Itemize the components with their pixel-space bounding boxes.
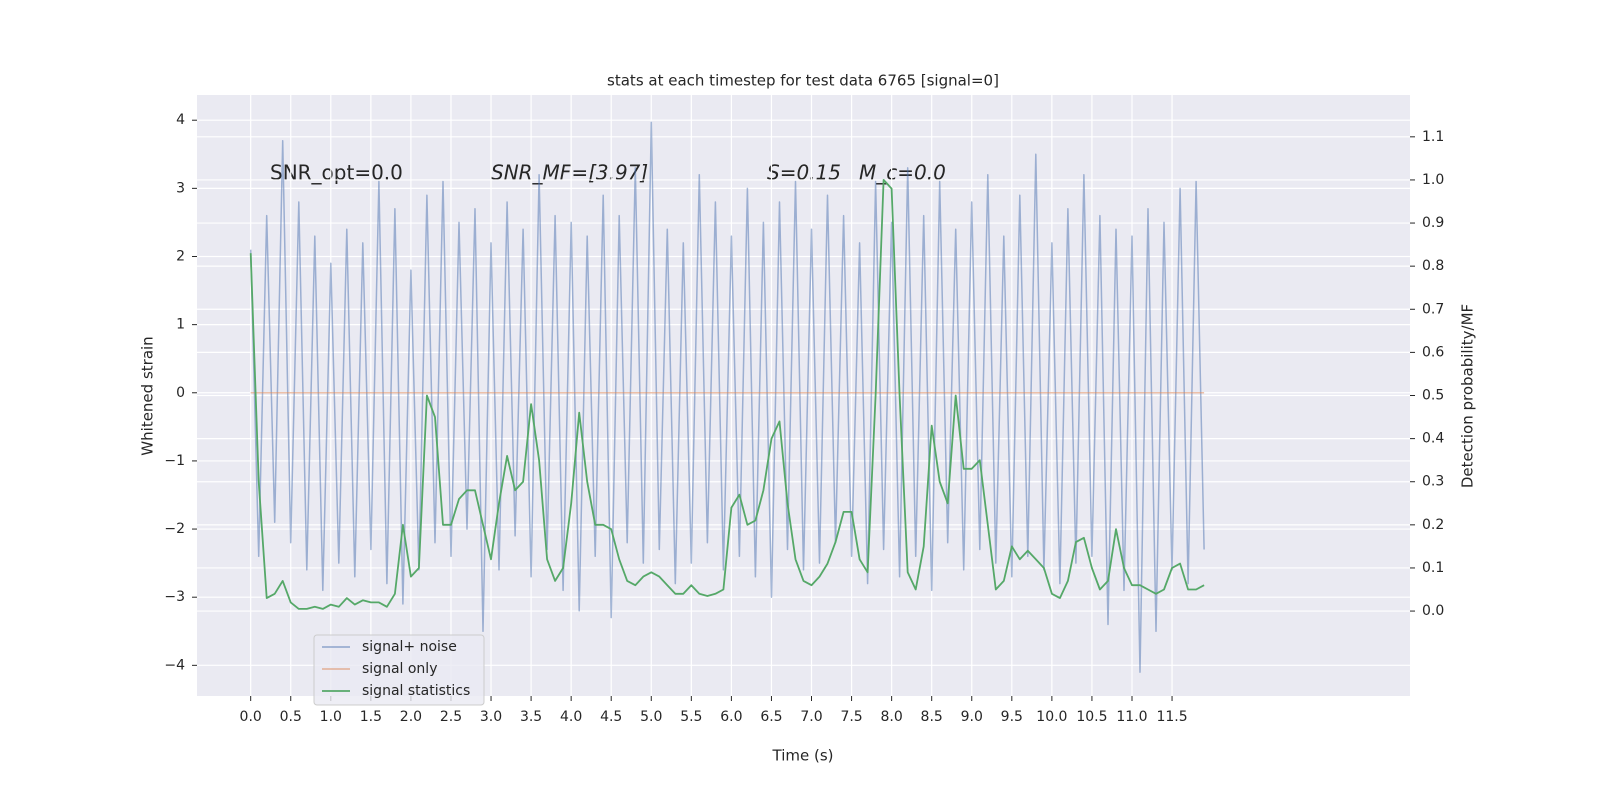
y-tick-label: 4 — [176, 112, 185, 128]
chart-title: stats at each timestep for test data 676… — [607, 72, 999, 90]
x-tick-label: 11.5 — [1156, 709, 1187, 725]
x-tick-label: 1.0 — [320, 709, 342, 725]
x-tick-label: 10.0 — [1036, 709, 1067, 725]
x-tick-label: 1.5 — [360, 709, 382, 725]
x-axis-label: Time (s) — [772, 747, 834, 765]
annotation: M_c=0.0 — [859, 161, 946, 185]
y2-tick-label: 0.5 — [1422, 388, 1444, 404]
x-tick-label: 6.5 — [760, 709, 782, 725]
x-tick-label: 0.0 — [240, 709, 262, 725]
x-tick-label: 9.0 — [961, 709, 983, 725]
y-tick-label: −2 — [164, 521, 185, 537]
y2-axis-label: Detection probability/MF — [1459, 304, 1477, 488]
legend-label: signal+ noise — [362, 639, 457, 655]
series-line — [249, 121, 1205, 673]
y2-tick-label: 0.7 — [1422, 301, 1444, 317]
x-tick-label: 2.0 — [400, 709, 422, 725]
legend-label: signal only — [362, 661, 437, 677]
legend-box — [313, 634, 485, 706]
y2-tick-label: 0.1 — [1422, 560, 1444, 576]
y-tick-label: 1 — [176, 317, 185, 333]
series-line — [249, 179, 1205, 610]
y2-tick-label: 0.8 — [1422, 258, 1444, 274]
x-tick-label: 7.5 — [840, 709, 862, 725]
y2-tick-label: 0.0 — [1422, 603, 1444, 619]
y-tick-label: −4 — [164, 657, 185, 673]
legend-label: signal statistics — [362, 683, 470, 699]
x-tick-label: 5.0 — [640, 709, 662, 725]
x-tick-label: 9.5 — [1001, 709, 1023, 725]
y-axis-label: Whitened strain — [139, 336, 157, 455]
y2-tick-label: 0.3 — [1422, 474, 1444, 490]
y-tick-label: −1 — [164, 453, 185, 469]
y-tick-label: −3 — [164, 589, 185, 605]
x-tick-label: 10.5 — [1076, 709, 1107, 725]
annotation: S=0.15 — [767, 161, 841, 185]
lines — [249, 121, 1205, 673]
y-tick-label: 3 — [176, 180, 185, 196]
x-tick-label: 11.0 — [1116, 709, 1147, 725]
grid — [192, 95, 1415, 701]
y-tick-label: 2 — [176, 248, 185, 264]
x-tick-label: 5.5 — [680, 709, 702, 725]
y-tick-label: 0 — [176, 385, 185, 401]
annotation: SNR_MF=[3.97] — [491, 161, 648, 185]
x-tick-label: 8.0 — [880, 709, 902, 725]
x-tick-label: 0.5 — [280, 709, 302, 725]
x-tick-label: 8.5 — [921, 709, 943, 725]
x-tick-label: 2.5 — [440, 709, 462, 725]
x-tick-label: 3.0 — [480, 709, 502, 725]
y2-tick-label: 0.6 — [1422, 344, 1444, 360]
y2-tick-label: 0.9 — [1422, 215, 1444, 231]
y2-tick-label: 1.1 — [1422, 129, 1444, 145]
y2-tick-label: 0.2 — [1422, 517, 1444, 533]
y2-tick-label: 1.0 — [1422, 172, 1444, 188]
x-tick-label: 6.0 — [720, 709, 742, 725]
x-tick-label: 7.0 — [800, 709, 822, 725]
y2-tick-label: 0.4 — [1422, 431, 1444, 447]
x-tick-label: 4.0 — [560, 709, 582, 725]
x-tick-label: 4.5 — [600, 709, 622, 725]
legend: signal+ noise signal only signal statistic… — [313, 634, 485, 706]
annotation: SNR_opt=0.0 — [270, 161, 403, 185]
x-tick-label: 3.5 — [520, 709, 542, 725]
